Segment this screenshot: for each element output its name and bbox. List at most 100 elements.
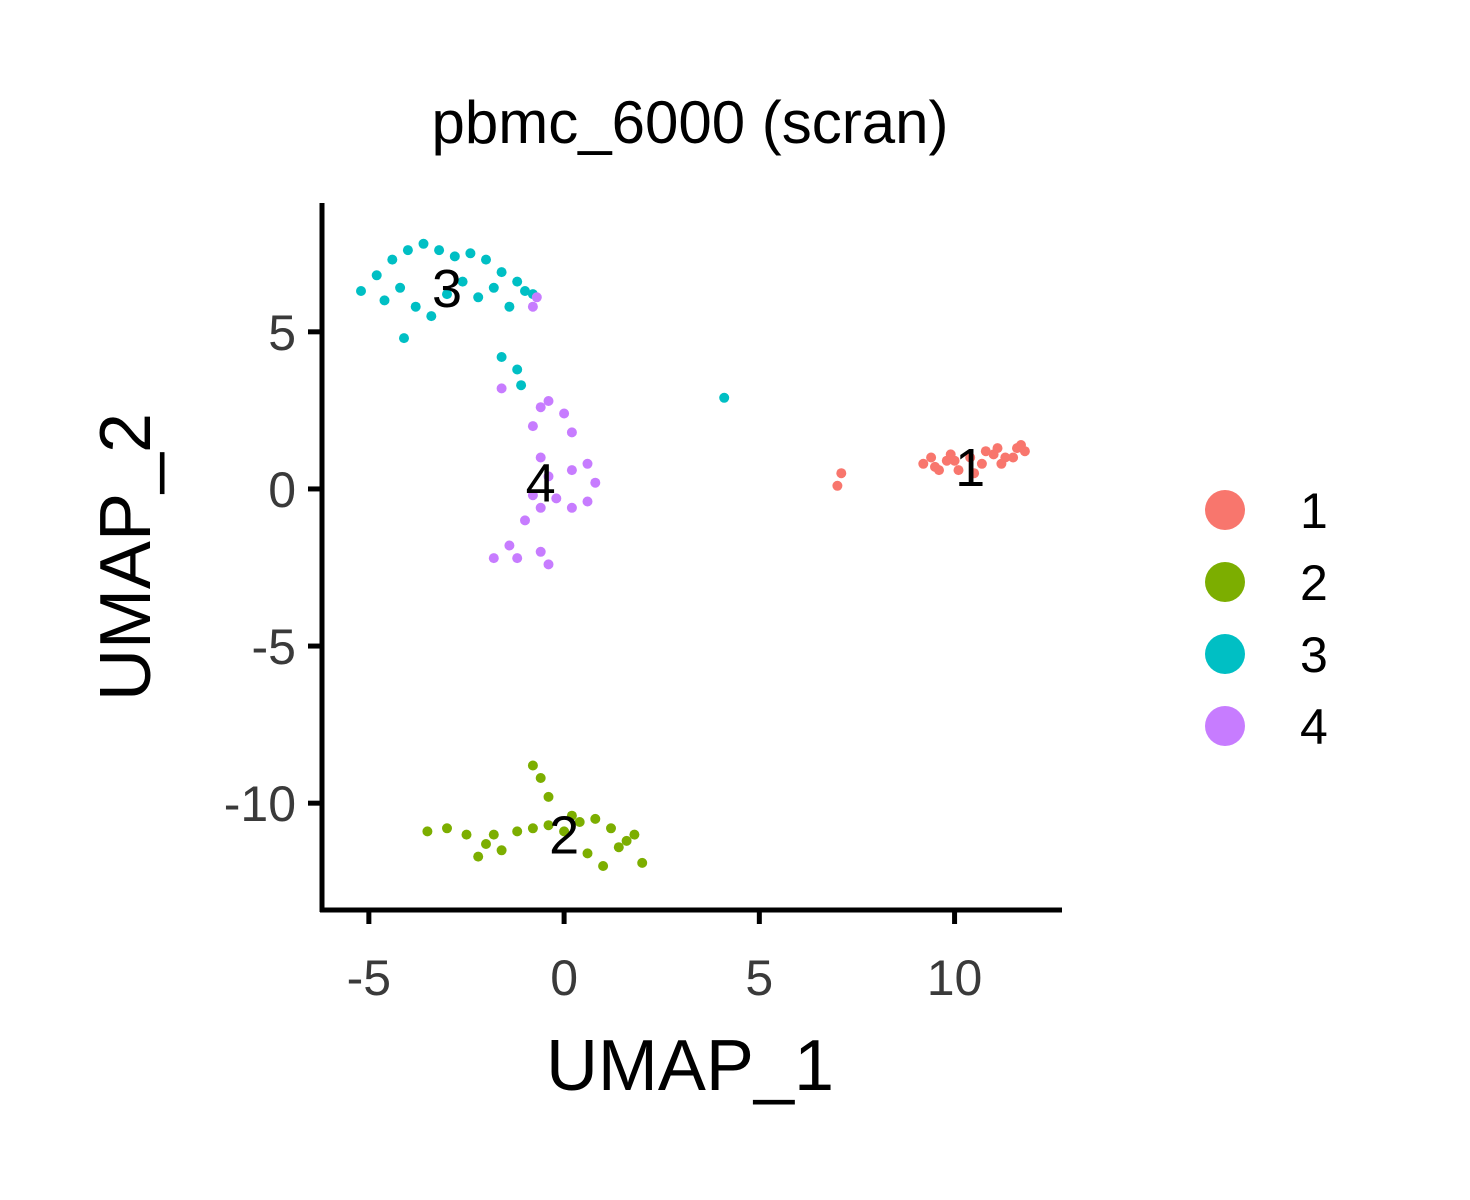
cluster-1-point: [832, 480, 843, 491]
cluster-4-point: [527, 421, 538, 432]
cluster-labels: 1 2 3 4: [432, 259, 985, 866]
legend-key-1: [1205, 490, 1245, 530]
cluster-4-point: [543, 559, 554, 570]
cluster-3-point: [387, 254, 398, 265]
legend-key-4: [1205, 706, 1245, 746]
cluster-4-point: [566, 502, 577, 513]
plot-points: [356, 238, 1030, 871]
cluster-2-point: [629, 829, 640, 840]
cluster-3-point: [356, 286, 366, 296]
cluster-4-label: 4: [526, 454, 556, 514]
cluster-3-point: [442, 289, 452, 300]
y-tick-label: 5: [268, 305, 296, 361]
cluster-2-point: [496, 845, 507, 856]
cluster-3-point: [512, 364, 523, 375]
cluster-4-point: [535, 502, 546, 513]
cluster-3-point: [399, 333, 409, 344]
cluster-1-point: [980, 446, 991, 457]
cluster-1-point: [953, 465, 964, 476]
cluster-3-point: [379, 295, 390, 306]
cluster-3-point: [719, 392, 730, 403]
cluster-4-point: [566, 465, 577, 476]
cluster-2-point: [481, 839, 491, 849]
cluster-2-point: [613, 842, 624, 853]
cluster-4-point: [488, 553, 499, 564]
legend-label-4: 4: [1300, 699, 1328, 755]
cluster-2-point: [559, 826, 570, 837]
cluster-3-point: [465, 248, 476, 259]
legend-key-3: [1205, 634, 1245, 674]
cluster-3-point: [410, 301, 421, 312]
cluster-3-point: [395, 282, 406, 293]
cluster-2-point: [422, 826, 433, 837]
cluster-3-point: [434, 245, 445, 256]
legend-key-2: [1205, 562, 1245, 602]
cluster-3-point: [496, 352, 507, 362]
y-tick-label: -5: [252, 619, 296, 675]
cluster-4-point: [535, 452, 546, 463]
cluster-2-point: [598, 861, 609, 871]
y-tick-label: -10: [224, 776, 296, 832]
cluster-1-point: [1016, 440, 1026, 450]
cluster-2-point: [527, 760, 538, 771]
y-tick-label: 0: [268, 462, 296, 518]
cluster-4-point: [543, 396, 554, 406]
legend-label-2: 2: [1300, 555, 1328, 611]
cluster-3-point: [504, 301, 515, 312]
cluster-2-point: [527, 823, 538, 834]
legend-label-1: 1: [1300, 483, 1328, 539]
cluster-4-point: [535, 546, 546, 557]
cluster-3-point: [371, 270, 382, 281]
cluster-4-point: [504, 540, 515, 551]
legend: 1 2 3 4: [1205, 483, 1328, 755]
cluster-4-point: [527, 301, 538, 312]
cluster-1-point: [992, 443, 1003, 454]
cluster-4-point: [566, 427, 577, 438]
x-tick-label: 0: [550, 950, 578, 1006]
cluster-4-point: [496, 383, 507, 394]
cluster-3-point: [473, 292, 484, 303]
cluster-4-point: [531, 292, 542, 303]
cluster-1-point: [965, 452, 976, 463]
x-axis-ticks: -5 0 5 10: [347, 910, 983, 1006]
cluster-3-point: [418, 238, 429, 249]
cluster-3-point: [402, 245, 413, 256]
cluster-3-point: [449, 251, 460, 262]
cluster-1-point: [996, 458, 1007, 469]
cluster-4-point: [582, 496, 593, 507]
cluster-4-point: [512, 553, 523, 564]
cluster-3-point: [426, 311, 437, 322]
cluster-1-point: [926, 452, 937, 463]
y-axis-title: UMAP_2: [86, 413, 166, 701]
cluster-1-point: [934, 465, 944, 476]
cluster-2-point: [512, 826, 523, 837]
cluster-2-point: [442, 823, 452, 834]
cluster-1-point: [1008, 452, 1019, 463]
cluster-4-point: [543, 471, 554, 482]
cluster-4-point: [520, 515, 530, 526]
cluster-2-point: [543, 791, 554, 802]
cluster-4-point: [582, 458, 593, 469]
cluster-1-point: [836, 468, 847, 479]
cluster-1-point: [976, 458, 987, 469]
cluster-3-label: 3: [432, 259, 462, 319]
cluster-3-point: [496, 267, 507, 278]
cluster-3-point: [481, 254, 491, 265]
cluster-2-point: [543, 820, 554, 831]
cluster-1-point: [949, 455, 960, 466]
cluster-2-point: [488, 829, 499, 840]
cluster-4-point: [551, 493, 562, 504]
cluster-4-point: [559, 408, 570, 419]
cluster-2-point: [590, 813, 601, 824]
cluster-2-point: [606, 823, 616, 834]
cluster-1-point: [969, 468, 980, 479]
legend-label-3: 3: [1300, 627, 1328, 683]
cluster-2-point: [637, 857, 648, 868]
cluster-4-point: [535, 402, 546, 413]
cluster-2-label: 2: [549, 806, 579, 866]
cluster-2-point: [621, 835, 632, 846]
x-tick-label: 10: [927, 950, 983, 1006]
cluster-3-point: [512, 276, 523, 287]
cluster-2-point: [582, 848, 593, 859]
